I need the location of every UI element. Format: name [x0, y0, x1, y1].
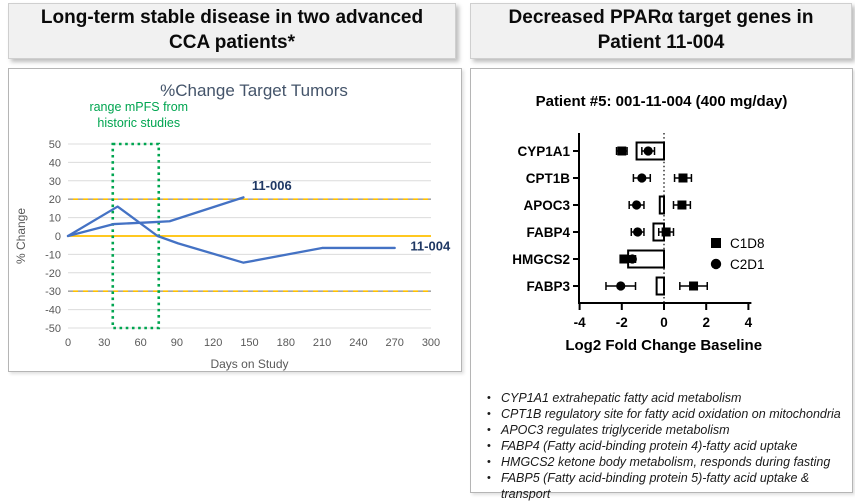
- gene-label-HMGCS2: HMGCS2: [512, 252, 570, 267]
- bullet-item: APOC3 regulates triglyceride metabolism: [487, 422, 842, 438]
- marker-square-FABP4: [661, 227, 671, 237]
- series-label-11-006: 11-006: [252, 178, 292, 193]
- legend-label-C2D1: C2D1: [730, 257, 765, 272]
- forest-plot-title: Patient #5: 001-11-004 (400 mg/day): [535, 93, 788, 110]
- marker-circle-CYP1A1: [643, 146, 653, 156]
- marker-circle-FABP3: [616, 281, 626, 291]
- bullet-item: CYP1A1 extrahepatic fatty acid metabolis…: [487, 390, 842, 406]
- bullet-item: HMGCS2 ketone body metabolism, responds …: [487, 454, 842, 470]
- y-tick-label: 20: [49, 194, 61, 206]
- bar-FABP3: [655, 276, 666, 296]
- legend-label-C1D8: C1D8: [730, 236, 765, 251]
- x-tick-label: 150: [240, 337, 258, 349]
- y-tick-label: 40: [49, 157, 61, 169]
- gene-label-CPT1B: CPT1B: [526, 171, 571, 186]
- marker-square-FABP3: [689, 281, 699, 291]
- x-axis-title: Days on Study: [210, 357, 288, 371]
- marker-square-APOC3: [677, 200, 687, 210]
- marker-square-CPT1B: [678, 173, 688, 183]
- bar-APOC3: [658, 195, 665, 215]
- left-panel-title-line1: Long-term stable disease in two advanced: [40, 7, 424, 29]
- forest-x-axis-title: Log2 Fold Change Baseline: [565, 337, 762, 354]
- series-label-11-004: 11-004: [410, 239, 451, 254]
- x-tick-label: 90: [171, 337, 183, 349]
- series-line-11-004: [66, 205, 396, 264]
- y-tick-label: 50: [49, 139, 61, 151]
- x-tick-label: 120: [204, 337, 222, 349]
- x-tick-label: 60: [134, 337, 146, 349]
- y-tick-label: 10: [49, 213, 61, 225]
- left-panel-title-line2: CCA patients*: [169, 32, 295, 53]
- right-panel-title-line1: Decreased PPARα target genes in: [508, 7, 814, 29]
- x-tick-label: 240: [349, 337, 367, 349]
- marker-circle-CPT1B: [637, 173, 647, 183]
- y-tick-label: -40: [45, 305, 61, 317]
- y-tick-label: -30: [45, 286, 61, 298]
- legend-square-icon: [711, 238, 721, 248]
- chart-title: %Change Target Tumors: [160, 81, 348, 100]
- marker-circle-HMGCS2: [627, 254, 637, 264]
- gene-label-FABP3: FABP3: [526, 279, 570, 294]
- bullet-item: FABP5 (Fatty acid-binding protein 5)-fat…: [487, 470, 842, 502]
- y-tick-label: 30: [49, 176, 61, 188]
- right-panel-title-line2: Patient 11-004: [597, 32, 725, 53]
- marker-circle-APOC3: [631, 200, 642, 210]
- x-tick-label: 0: [65, 337, 71, 349]
- left-panel-title: Long-term stable disease in two advanced…: [8, 3, 456, 59]
- marker-square-HMGCS2: [619, 254, 629, 264]
- marker-square-CYP1A1: [617, 146, 627, 156]
- marker-circle-FABP4: [633, 227, 643, 237]
- mpfs-annotation-text: historic studies: [97, 116, 180, 130]
- x-tick-label: 270: [386, 337, 404, 349]
- x-tick-label: 210: [313, 337, 331, 349]
- legend-circle-icon: [710, 258, 722, 270]
- x-tick-label: 0: [660, 315, 668, 330]
- y-tick-label: -50: [45, 323, 61, 335]
- tumor-chart-svg: range mPFS from historic studies 11-006 11-…: [14, 81, 451, 371]
- x-tick-label: 2: [702, 315, 710, 330]
- gene-label-CYP1A1: CYP1A1: [517, 144, 570, 159]
- mpfs-annotation-text: range mPFS from: [89, 100, 188, 114]
- x-tick-label: 4: [745, 315, 753, 330]
- forest-plot-svg: -4 -2 0 2 4 CYP1A1 CPT1B APOC3 FABP4 HMGCS2 FABP3 L…: [512, 133, 765, 354]
- x-tick-label: -4: [574, 315, 586, 330]
- x-tick-label: 180: [277, 337, 295, 349]
- y-tick-label: -10: [45, 249, 61, 261]
- series-line-11-006: [66, 196, 245, 238]
- x-tick-label: -2: [616, 315, 628, 330]
- gene-label-APOC3: APOC3: [523, 198, 570, 213]
- y-tick-label: -20: [45, 268, 61, 280]
- bar-CYP1A1: [635, 141, 666, 161]
- x-tick-label: 300: [422, 337, 440, 349]
- gene-label-FABP4: FABP4: [526, 225, 570, 240]
- y-tick-label: 0: [55, 231, 61, 243]
- right-panel-title: Decreased PPARα target genes in Patient …: [470, 3, 852, 59]
- gene-description-list: CYP1A1 extrahepatic fatty acid metabolis…: [471, 390, 852, 502]
- x-tick-label: 30: [98, 337, 110, 349]
- bullet-item: FABP4 (Fatty acid-binding protein 4)-fat…: [487, 438, 842, 454]
- bullet-item: CPT1B regulatory site for fatty acid oxi…: [487, 406, 842, 422]
- tumor-change-chart-panel: range mPFS from historic studies 11-006 11-…: [8, 68, 462, 372]
- ppar-target-genes-panel: Patient #5: 001-11-004 (400 mg/day) -4 -2…: [470, 68, 853, 501]
- y-axis-title: % Change: [14, 208, 28, 264]
